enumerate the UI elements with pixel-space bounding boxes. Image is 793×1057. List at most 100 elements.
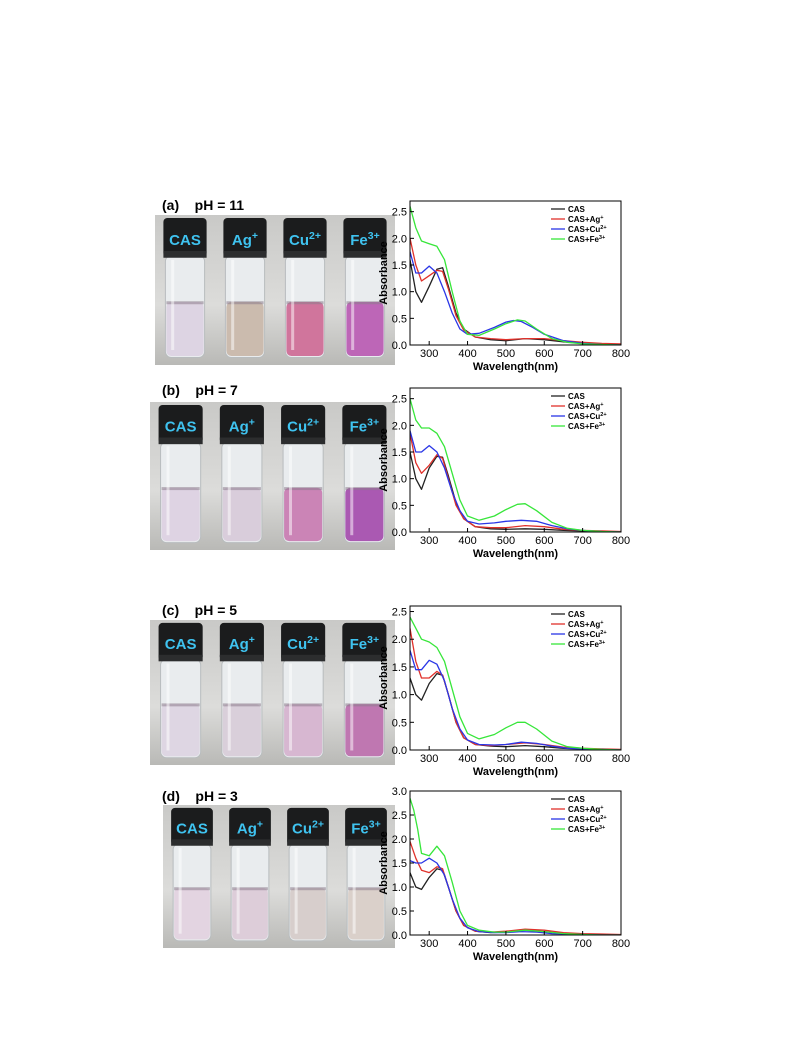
- legend-entry: CAS: [568, 795, 586, 804]
- x-tick-label: 700: [573, 938, 591, 950]
- y-tick-label: 0.0: [392, 930, 407, 942]
- legend-entry: CAS+Fe3+: [568, 422, 606, 431]
- x-tick-label: 300: [420, 938, 438, 950]
- vial-label: CAS: [165, 419, 197, 436]
- x-tick-label: 300: [420, 753, 438, 765]
- x-tick-label: 800: [612, 535, 630, 547]
- absorbance-chart-d: 300 400 500 600 700 800 0.0 0.5 1.0 1.5 2.0 2.5 3.0 W…: [378, 785, 633, 965]
- y-tick-label: 3.0: [392, 786, 407, 798]
- series-line-cas-fe: [410, 398, 621, 532]
- vial-label: Cu2+: [292, 819, 324, 838]
- x-tick-label: 500: [497, 535, 515, 547]
- x-tick-label: 600: [535, 348, 553, 360]
- y-tick-label: 0.0: [392, 527, 407, 539]
- y-tick-label: 2.0: [392, 420, 407, 432]
- y-tick-label: 0.5: [392, 717, 407, 729]
- legend-entry: CAS+Fe3+: [568, 825, 606, 834]
- vial-label: CAS: [165, 636, 197, 653]
- x-tick-label: 800: [612, 348, 630, 360]
- y-tick-label: 2.5: [392, 394, 407, 406]
- vial-cu: Cu2+: [283, 218, 327, 358]
- legend-entry: CAS: [568, 392, 586, 401]
- series-line-cas-fe: [410, 206, 621, 345]
- series-line-cas: [410, 451, 621, 532]
- legend-entry: CAS+Ag+: [568, 620, 604, 629]
- y-tick-label: 2.0: [392, 634, 407, 646]
- absorbance-chart-b: 300 400 500 600 700 800 0.0 0.5 1.0 1.5 2.0 2.5 Wave…: [378, 382, 633, 562]
- series-line-cas: [410, 868, 621, 935]
- vial-label: Fe3+: [350, 417, 380, 436]
- legend-entry: CAS+Ag+: [568, 805, 604, 814]
- series-line-cas-cu: [410, 857, 621, 935]
- x-tick-label: 700: [573, 348, 591, 360]
- panel-a-label: (a) pH = 11: [162, 197, 245, 213]
- vial-label: CAS: [176, 821, 208, 838]
- x-tick-label: 600: [535, 938, 553, 950]
- x-tick-label: 600: [535, 753, 553, 765]
- panel-d-label: (d) pH = 3: [162, 788, 238, 804]
- vial-cas: CAS: [171, 807, 213, 942]
- vial-label: Ag+: [237, 819, 263, 838]
- y-tick-label: 1.0: [392, 474, 407, 486]
- x-tick-label: 700: [573, 535, 591, 547]
- vial-label: Ag+: [229, 417, 255, 436]
- series-line-cas-ag: [410, 841, 621, 935]
- vial-label: Cu2+: [287, 417, 319, 436]
- vial-cas: CAS: [158, 622, 203, 759]
- y-tick-label: 1.0: [392, 882, 407, 894]
- y-tick-label: 2.0: [392, 233, 407, 245]
- x-tick-label: 400: [458, 535, 476, 547]
- series-line-cas: [410, 672, 621, 750]
- x-tick-label: 700: [573, 753, 591, 765]
- series-line-cas: [410, 259, 621, 345]
- legend-entry: CAS: [568, 610, 586, 619]
- series-line-cas-fe: [410, 616, 621, 750]
- y-axis-title: Absorbance: [378, 831, 390, 895]
- vial-cu: Cu2+: [281, 622, 326, 759]
- vial-label: Ag+: [229, 634, 255, 653]
- x-tick-label: 800: [612, 753, 630, 765]
- vial-fe: Fe3+: [345, 807, 387, 942]
- absorbance-chart-a: 300 400 500 600 700 800 0.0 0.5 1.0 1.5 2.0 2.5 Wave…: [378, 195, 633, 375]
- y-tick-label: 1.5: [392, 662, 407, 674]
- panel-c-label: (c) pH = 5: [162, 602, 238, 618]
- legend-entry: CAS+Fe3+: [568, 640, 606, 649]
- x-axis-title: Wavelength(nm): [473, 361, 558, 373]
- y-tick-label: 1.5: [392, 260, 407, 272]
- x-tick-label: 800: [612, 938, 630, 950]
- x-axis-title: Wavelength(nm): [473, 951, 558, 963]
- x-tick-label: 300: [420, 348, 438, 360]
- x-tick-label: 500: [497, 753, 515, 765]
- y-tick-label: 2.5: [392, 810, 407, 822]
- plot-frame: [409, 200, 622, 346]
- vial-label: Fe3+: [351, 819, 381, 838]
- y-tick-label: 0.5: [392, 906, 407, 918]
- photo-panel-d: CAS Ag+ Cu2+ Fe3+: [163, 805, 395, 948]
- x-tick-label: 400: [458, 938, 476, 950]
- y-axis-title: Absorbance: [378, 241, 390, 305]
- photo-panel-b: CAS Ag+ Cu2+ Fe3+: [150, 402, 395, 550]
- legend-entry: CAS+Ag+: [568, 402, 604, 411]
- x-tick-label: 600: [535, 535, 553, 547]
- vial-ag: Ag+: [219, 622, 264, 759]
- y-tick-label: 1.5: [392, 858, 407, 870]
- photo-panel-c: CAS Ag+ Cu2+ Fe3+: [150, 620, 395, 765]
- y-tick-label: 1.0: [392, 690, 407, 702]
- legend-entry: CAS+Cu2+: [568, 815, 607, 824]
- vial-cu: Cu2+: [281, 404, 326, 544]
- y-axis-title: Absorbance: [378, 428, 390, 492]
- vial-cu: Cu2+: [287, 807, 329, 942]
- panel-b-label: (b) pH = 7: [162, 382, 238, 398]
- y-tick-label: 1.0: [392, 287, 407, 299]
- y-tick-label: 2.5: [392, 607, 407, 619]
- y-tick-label: 0.5: [392, 500, 407, 512]
- series-line-cas-cu: [410, 251, 621, 345]
- vial-label: Ag+: [232, 230, 258, 249]
- x-tick-label: 300: [420, 535, 438, 547]
- vial-ag: Ag+: [229, 807, 271, 942]
- y-axis-title: Absorbance: [378, 646, 390, 710]
- legend-entry: CAS+Cu2+: [568, 412, 607, 421]
- vial-fe: Fe3+: [342, 404, 387, 544]
- y-tick-label: 2.0: [392, 834, 407, 846]
- y-tick-label: 0.0: [392, 340, 407, 352]
